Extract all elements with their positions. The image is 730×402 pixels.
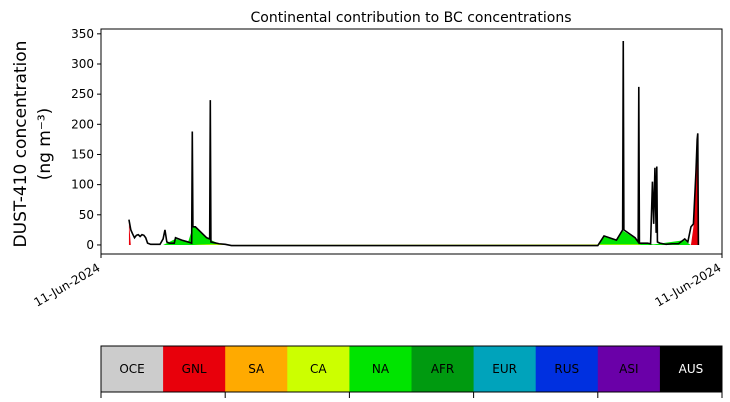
- legend-swatch-eur: [473, 346, 537, 392]
- y-tick-label: 0: [86, 238, 94, 252]
- legend-label-oce: OCE: [119, 362, 144, 376]
- chart-title: Continental contribution to BC concentra…: [250, 10, 571, 26]
- y-axis-label-line2: (ng m⁻³): [35, 108, 55, 181]
- y-axis-ticks: 0 50 100 150 200 250 300 350: [71, 27, 101, 252]
- y-tick-label: 100: [71, 178, 94, 192]
- y-tick-label: 150: [71, 147, 94, 161]
- x-axis-ticks: 11-Jun-2024 11-Jun-2024: [32, 254, 724, 310]
- y-axis-label: DUST-410 concentration: [11, 41, 31, 248]
- legend-label-asi: ASI: [619, 362, 638, 376]
- y-tick-label: 350: [71, 27, 94, 41]
- y-tick-label: 300: [71, 57, 94, 71]
- x-tick-label: 11-Jun-2024: [32, 260, 103, 309]
- legend-swatch-ca: [287, 346, 350, 392]
- y-tick-label: 50: [79, 208, 94, 222]
- legend-swatch-asi: [597, 346, 661, 392]
- legend-label-eur: EUR: [492, 362, 517, 376]
- legend-colorbar: OCE GNL SA CA NA AFR EUR RUS ASI AUS: [100, 345, 723, 398]
- legend-swatch-na: [349, 346, 412, 392]
- y-tick-label: 250: [71, 87, 94, 101]
- legend-label-aus: AUS: [679, 362, 704, 376]
- legend-swatch-oce: [101, 346, 164, 392]
- legend-label-gnl: GNL: [182, 362, 207, 376]
- plot-area: [128, 41, 700, 247]
- area-na: [163, 226, 691, 245]
- area-gnl: [128, 136, 699, 245]
- legend-swatch-rus: [535, 346, 599, 392]
- legend-label-afr: AFR: [431, 362, 454, 376]
- legend-swatch-sa: [225, 346, 288, 392]
- legend-swatch-aus: [659, 346, 723, 392]
- legend-swatch-gnl: [163, 346, 226, 392]
- legend-frame: [100, 345, 723, 393]
- legend-label-ca: CA: [310, 362, 327, 376]
- y-tick-label: 200: [71, 117, 94, 131]
- x-tick-label: 11-Jun-2024: [653, 260, 724, 309]
- legend-label-rus: RUS: [554, 362, 579, 376]
- y-axis-label-units: (ng m⁻³): [35, 108, 55, 181]
- legend-label-sa: SA: [248, 362, 265, 376]
- legend-label-na: NA: [372, 362, 390, 376]
- y-axis-label-line1: DUST-410 concentration: [11, 41, 31, 248]
- legend-swatch-afr: [411, 346, 475, 392]
- plot-frame: [100, 28, 723, 255]
- total-concentration-line: [128, 41, 700, 247]
